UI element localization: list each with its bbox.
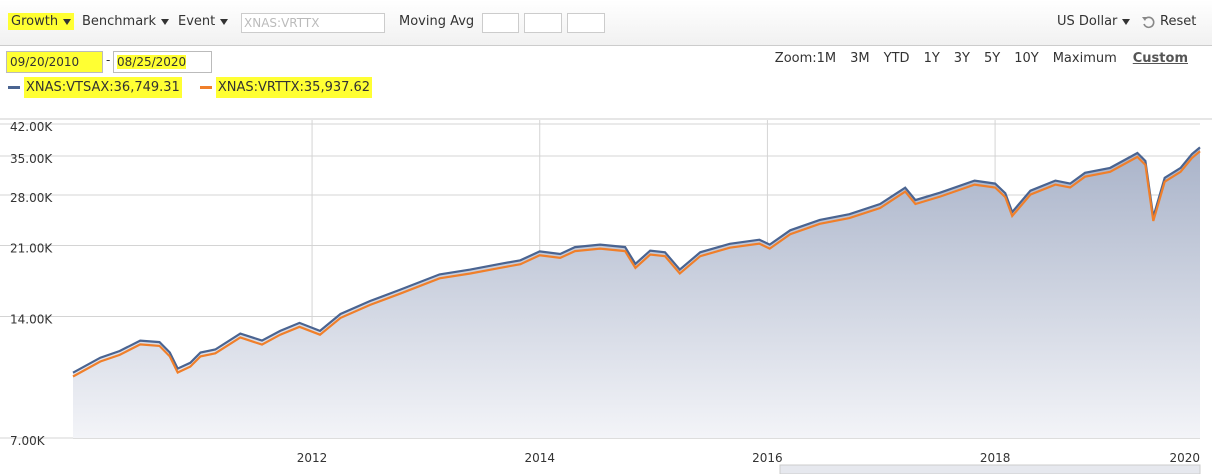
x-tick-label: 2012 <box>297 451 328 465</box>
x-tick-label: 2020 <box>1169 451 1200 465</box>
series-line <box>72 150 1201 378</box>
navigator <box>779 464 1201 474</box>
zoom-option[interactable]: 5Y <box>984 51 1001 66</box>
end-date[interactable]: 08/25/2020 <box>113 51 212 73</box>
event-menu[interactable]: Event <box>178 14 228 29</box>
x-tick-label: 2016 <box>752 451 783 465</box>
date-separator: - <box>106 53 111 67</box>
legend-swatch <box>199 86 212 89</box>
legend-swatch <box>8 86 20 89</box>
moving-avg-label: Moving Avg <box>399 14 475 29</box>
zoom-option[interactable]: 1M <box>816 51 837 66</box>
moving-avg-input[interactable] <box>524 13 562 33</box>
zoom-label: Zoom: <box>774 51 817 66</box>
y-tick-label: 14.00K <box>10 313 53 327</box>
zoom-option[interactable]: 3Y <box>953 51 970 66</box>
benchmark-menu[interactable]: Benchmark <box>82 14 169 29</box>
x-tick-label: 2014 <box>524 451 555 465</box>
zoom-option[interactable]: 10Y <box>1014 51 1039 66</box>
currency-menu[interactable]: US Dollar <box>1057 14 1130 29</box>
legend: XNAS:VTSAX:36,749.31 XNAS:VRTTX:35,937.62 <box>8 77 373 98</box>
start-date[interactable]: 09/20/2010 <box>6 51 103 73</box>
x-tick-label: 2018 <box>980 451 1011 465</box>
growth-menu[interactable]: Growth <box>8 13 75 30</box>
legend-entry: XNAS:VTSAX:36,749.31 <box>24 77 182 98</box>
end-date-text: 08/25/2020 <box>117 55 187 69</box>
zoom-option[interactable]: 3M <box>850 51 870 66</box>
reset-button[interactable]: Reset <box>1160 14 1197 29</box>
y-tick-label: 35.00K <box>10 152 53 166</box>
y-tick-label: 7.00K <box>10 434 46 448</box>
y-tick-label: 28.00K <box>10 191 53 205</box>
reset-icon[interactable] <box>1141 15 1156 30</box>
y-tick-label: 21.00K <box>10 241 53 255</box>
zoom-option[interactable]: YTD <box>883 51 910 66</box>
zoom-bar: Zoom:1M 3M YTD 1Y 3Y 5Y 10Y Maximum Custom <box>775 51 1188 66</box>
zoom-option[interactable]: Custom <box>1132 51 1188 66</box>
search-input[interactable]: XNAS:VRTTX <box>241 13 385 33</box>
zoom-option[interactable]: 1Y <box>923 51 940 66</box>
series-line <box>72 146 1201 374</box>
area <box>73 147 1200 438</box>
moving-avg-input[interactable] <box>567 13 605 33</box>
zoom-option[interactable]: Maximum <box>1052 51 1117 66</box>
moving-avg-input[interactable] <box>482 13 519 33</box>
legend-entry: XNAS:VRTTX:35,937.62 <box>215 77 373 98</box>
y-tick-label: 42.00K <box>10 120 53 134</box>
